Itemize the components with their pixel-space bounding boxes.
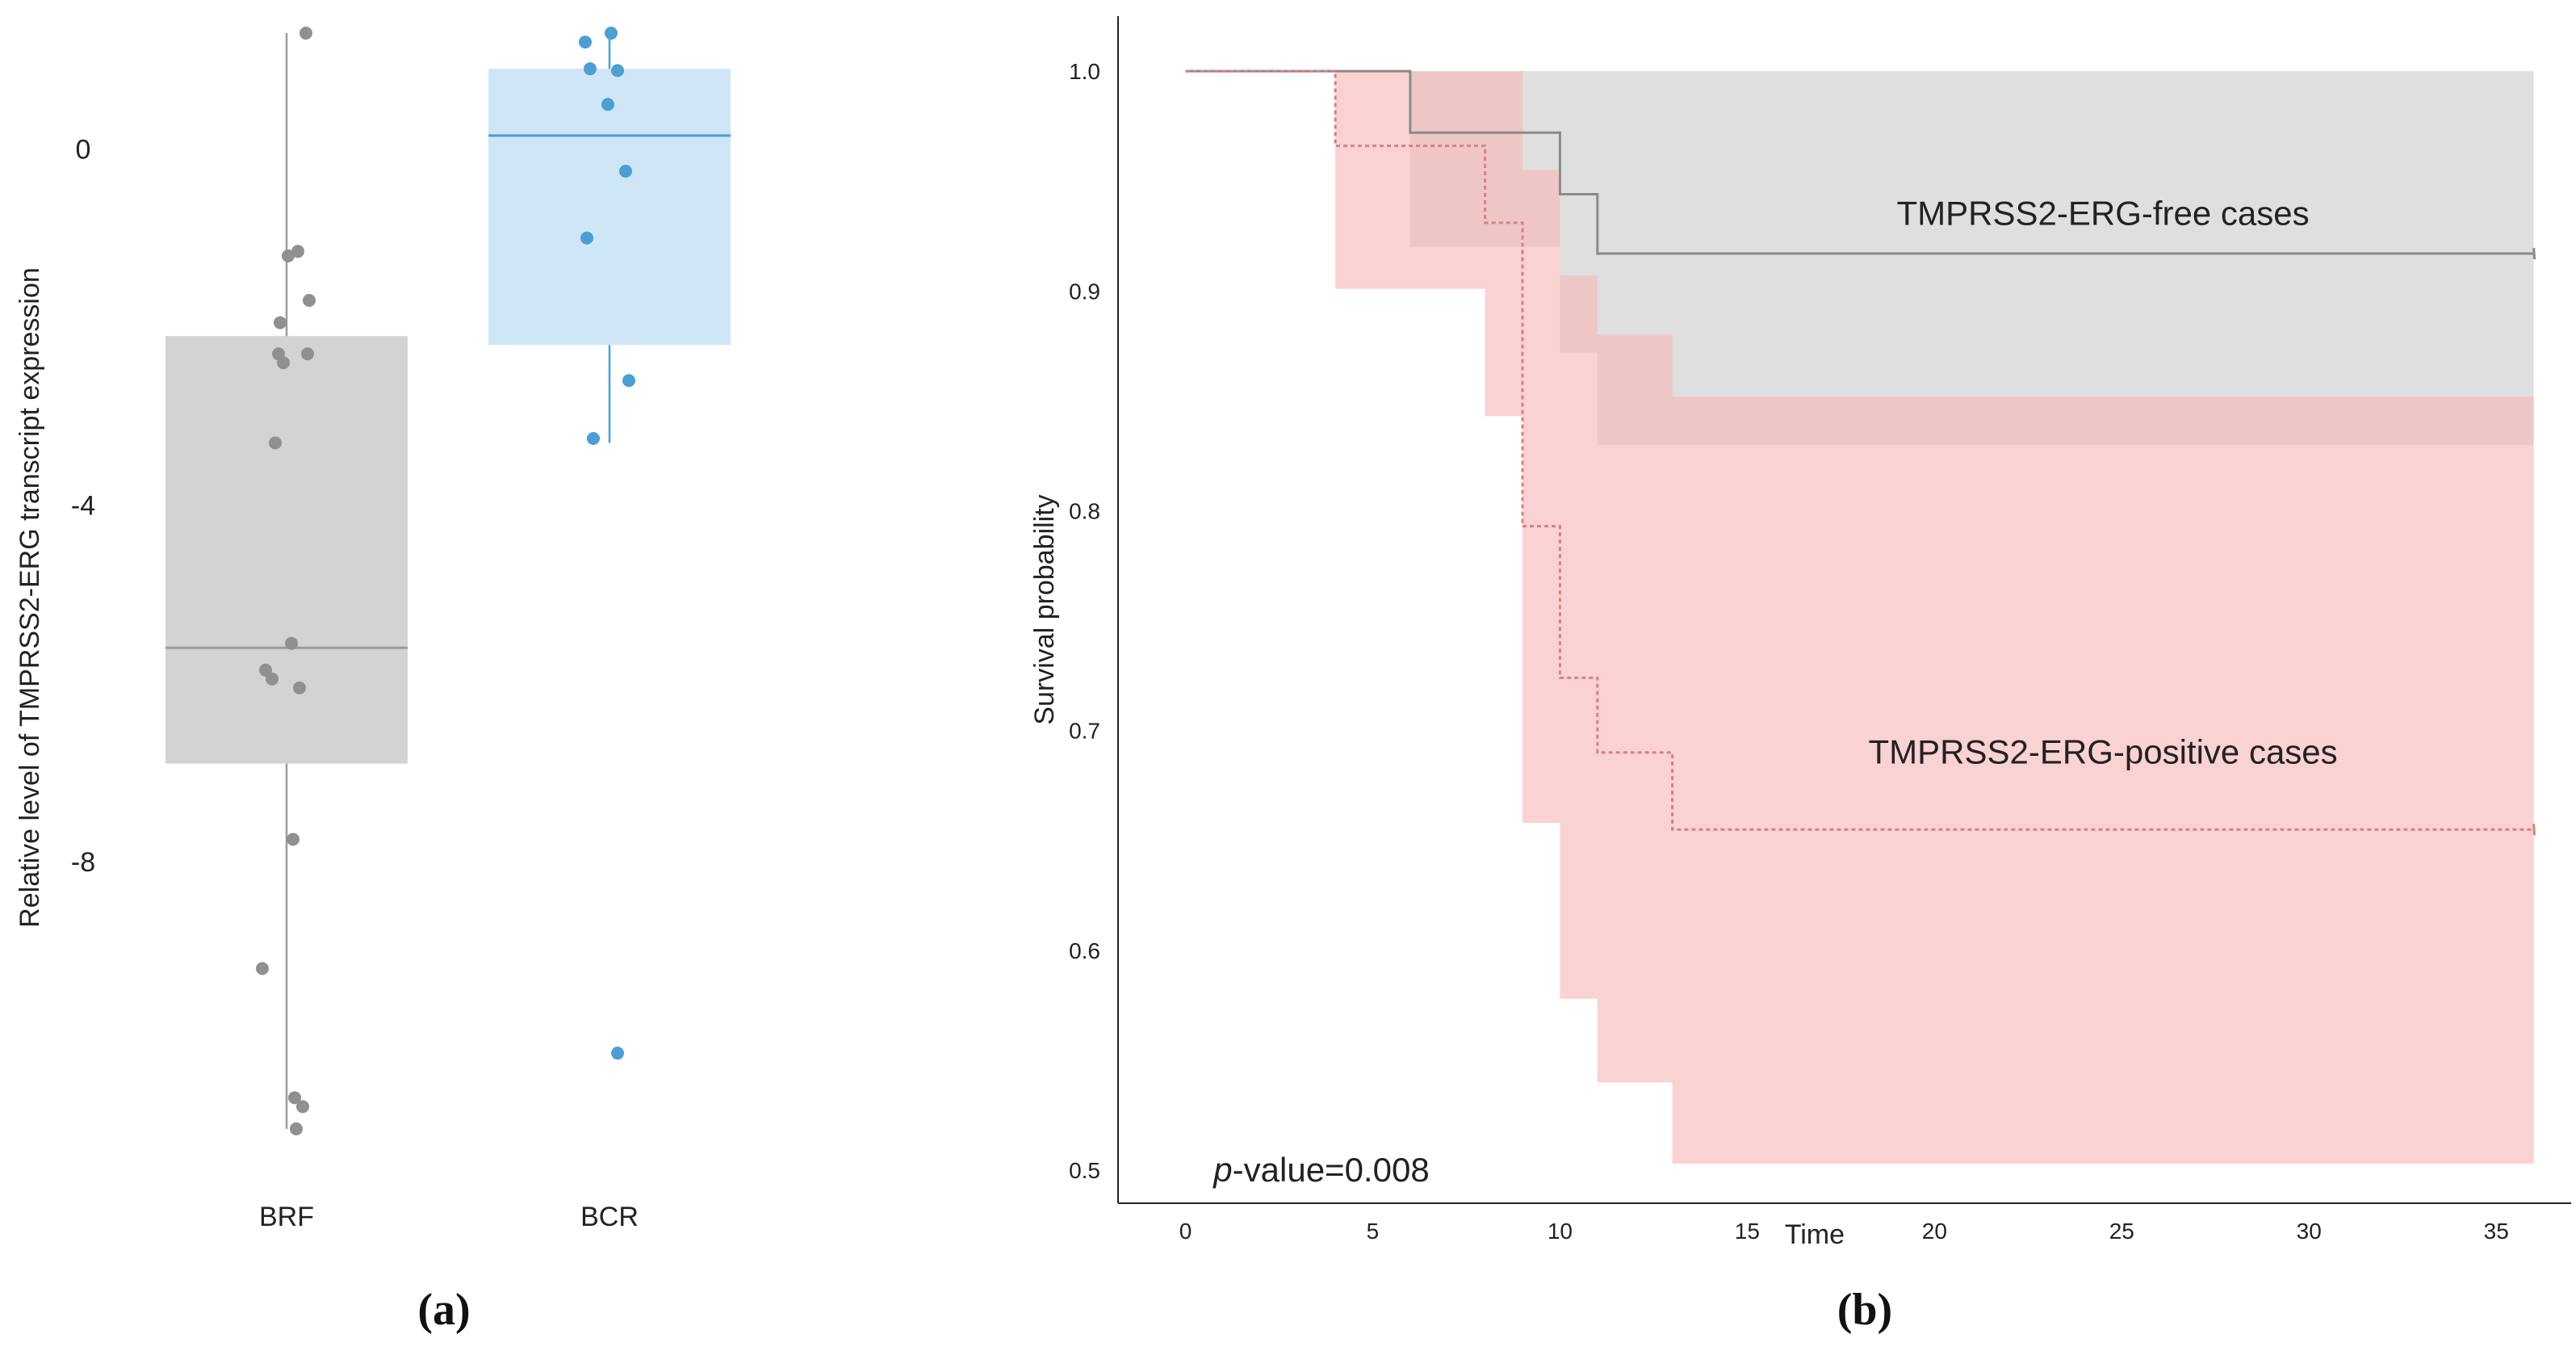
box-bcr (488, 69, 731, 346)
y-tick-label: 1.0 (1069, 59, 1100, 84)
data-point-brf (287, 833, 299, 846)
data-point-brf (290, 1122, 303, 1135)
x-tick-label: 5 (1367, 1219, 1380, 1244)
y-axis-title: Survival probability (1029, 494, 1060, 724)
y-tick-label: 0.5 (1069, 1158, 1100, 1183)
data-point-bcr (580, 231, 593, 245)
data-point-brf (301, 347, 314, 361)
data-point-bcr (611, 64, 624, 78)
ci-band-positive (1185, 71, 2534, 1164)
x-tick-label: 0 (1179, 1219, 1192, 1244)
caption-a: (a) (417, 1285, 470, 1335)
p-value-annotation: p-value=0.008 (1212, 1151, 1429, 1189)
data-point-bcr (619, 165, 632, 178)
y-tick-label: 0.7 (1069, 719, 1100, 744)
y-tick-label: 0.6 (1069, 938, 1100, 963)
data-point-brf (296, 1100, 309, 1114)
x-tick-label: 25 (2109, 1219, 2134, 1244)
data-point-brf (256, 962, 269, 975)
data-point-brf (293, 681, 306, 694)
panel-b-survival: 0 5 10 15 20 25 30 35 0.5 0.6 0.7 0.8 0.9 1.0 Time S… (1029, 16, 2571, 1250)
panel-a-boxplot: 0 -4 -8 BRF BCR Relative level of TMPRSS2-E… (15, 27, 731, 1232)
series-label-free: TMPRSS2-ERG-free cases (1897, 195, 2310, 233)
data-point-brf (259, 663, 272, 677)
series-label-positive: TMPRSS2-ERG-positive cases (1869, 733, 2338, 771)
y-tick-label: -4 (71, 491, 95, 522)
category-label: BRF (259, 1202, 314, 1232)
y-axis-title: Relative level of TMPRSS2-ERG transcript… (15, 267, 45, 928)
data-point-bcr (622, 374, 635, 388)
data-point-brf (299, 27, 312, 40)
x-tick-labels: 0 5 10 15 20 25 30 35 (1179, 1219, 2509, 1244)
censor-mark-free (2532, 247, 2536, 260)
data-point-bcr (584, 62, 597, 76)
x-tick-label: 15 (1735, 1219, 1760, 1244)
y-tick-label: 0.9 (1069, 279, 1100, 304)
data-point-bcr (605, 27, 618, 40)
data-point-brf (266, 672, 279, 686)
category-label: BCR (580, 1202, 639, 1232)
data-point-brf (269, 436, 282, 450)
y-tick-label: 0.8 (1069, 499, 1100, 524)
points-layer (256, 27, 635, 1135)
survival-curves (1185, 69, 2536, 836)
boxes-layer (165, 33, 731, 1129)
data-point-brf (291, 245, 304, 258)
x-tick-label: 20 (1922, 1219, 1947, 1244)
p-value-text: -value=0.008 (1233, 1151, 1430, 1189)
data-point-bcr (601, 98, 614, 111)
y-tick-label: 0 (76, 134, 91, 165)
y-tick-label: -8 (71, 847, 95, 878)
data-point-bcr (611, 1047, 624, 1060)
category-labels: BRF BCR (259, 1202, 639, 1232)
data-point-bcr (587, 431, 600, 445)
p-value-prefix: p (1212, 1151, 1232, 1189)
data-point-bcr (579, 36, 592, 49)
box-brf (165, 336, 408, 764)
ci-band-free (1185, 71, 2534, 445)
data-point-brf (274, 316, 287, 329)
x-tick-label: 30 (2297, 1219, 2322, 1244)
x-axis-title: Time (1785, 1219, 1845, 1250)
y-tick-labels: 0 -4 -8 (71, 134, 95, 878)
data-point-brf (288, 1091, 301, 1105)
x-tick-label: 10 (1548, 1219, 1573, 1244)
caption-b: (b) (1837, 1285, 1892, 1335)
censor-mark-positive (2532, 824, 2536, 836)
data-point-brf (277, 356, 290, 370)
survival-curve-positive (1185, 69, 2534, 831)
data-point-brf (282, 249, 295, 262)
x-tick-label: 35 (2484, 1219, 2509, 1244)
data-point-brf (285, 636, 298, 650)
confidence-bands (1185, 71, 2534, 1164)
data-point-brf (303, 293, 316, 307)
axes (1117, 16, 2571, 1204)
survival-curve-free (1185, 69, 2534, 255)
y-tick-labels: 0.5 0.6 0.7 0.8 0.9 1.0 (1069, 59, 1100, 1183)
